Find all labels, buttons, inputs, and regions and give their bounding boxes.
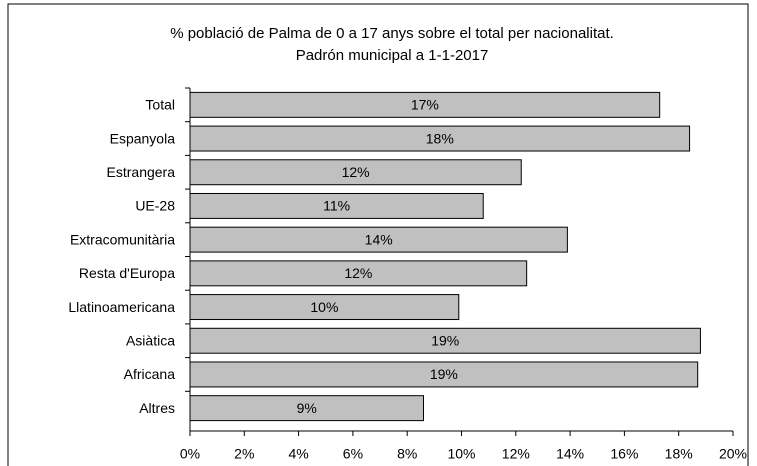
x-tick-label: 0% [180,446,200,462]
bar [189,327,701,354]
x-tick-label: 14% [556,446,584,462]
x-tick-label: 6% [343,446,363,462]
x-tick-label: 10% [447,446,475,462]
value-label: 9% [297,400,317,416]
x-tick-label: 16% [610,446,638,462]
y-tick-label: Africana [124,366,176,382]
value-label: 11% [323,198,350,214]
bar [189,125,691,152]
y-tick-label: Llatinoamericana [68,299,175,315]
y-tick-label: Total [145,97,175,113]
bar [189,91,661,118]
chart-title: % població de Palma de 0 a 17 anys sobre… [170,25,614,42]
y-tick-label: Asiàtica [126,332,175,348]
y-tick-label: UE-28 [135,198,175,214]
bar [189,192,484,219]
value-label: 19% [431,332,459,348]
bar [189,294,460,321]
x-tick-label: 12% [502,446,530,462]
y-tick-label: Extracomunitària [70,231,175,247]
value-label: 12% [342,164,370,180]
y-tick-label: Resta d'Europa [79,265,175,281]
value-label: 12% [344,265,372,281]
x-tick-label: 18% [665,446,693,462]
value-label: 19% [430,366,458,382]
x-tick-label: 2% [234,446,254,462]
value-label: 14% [365,231,393,247]
bar [189,260,528,287]
x-tick-label: 4% [288,446,308,462]
y-tick-label: Estrangera [107,164,176,180]
bar [189,159,522,186]
value-label: 18% [426,130,454,146]
value-label: 10% [310,299,338,315]
bar [189,395,424,422]
chart-frame [7,3,749,466]
y-tick-label: Altres [139,400,175,416]
value-label: 17% [411,97,439,113]
bar [189,226,568,253]
x-tick-label: 20% [719,446,747,462]
y-tick-label: Espanyola [110,130,176,146]
x-tick-label: 8% [397,446,417,462]
bar [189,361,699,388]
chart-subtitle: Padrón municipal a 1-1-2017 [296,47,489,64]
